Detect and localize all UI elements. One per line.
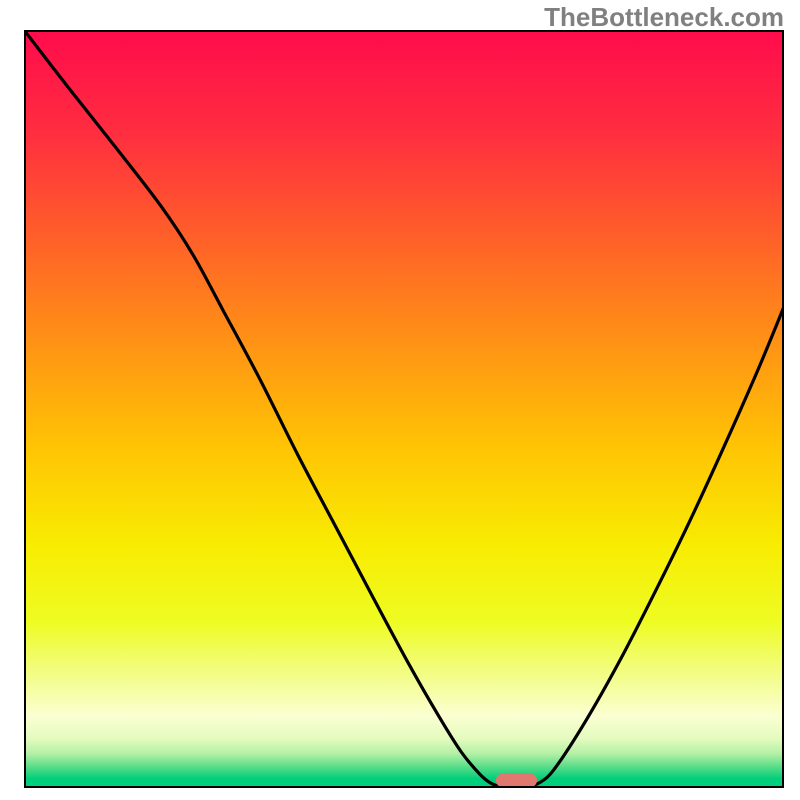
optimal-marker: [496, 774, 537, 788]
chart-svg: [24, 30, 784, 788]
chart-plot-area: [24, 30, 784, 788]
watermark-text: TheBottleneck.com: [544, 2, 784, 33]
gradient-background: [24, 30, 784, 788]
bottleneck-chart-figure: TheBottleneck.com: [0, 0, 800, 800]
